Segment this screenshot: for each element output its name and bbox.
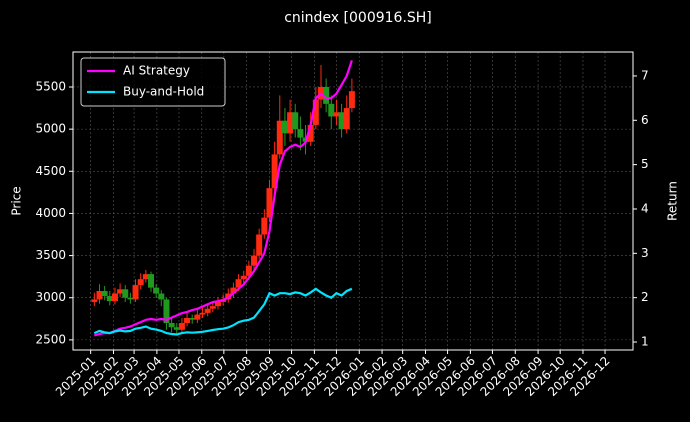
- y2-tick-label: 7: [641, 68, 649, 82]
- candle-body: [96, 290, 103, 300]
- candle-body: [338, 112, 345, 130]
- y2-axis-label: Return: [666, 181, 680, 221]
- y2-tick-label: 3: [641, 246, 649, 260]
- candle-body: [101, 290, 108, 297]
- candle-body: [148, 274, 155, 288]
- candle-body: [163, 299, 170, 324]
- y-tick-label: 3500: [35, 248, 66, 262]
- candle-body: [307, 124, 314, 142]
- candle-body: [214, 301, 221, 307]
- candle-body: [173, 327, 180, 330]
- candle-body: [127, 297, 134, 300]
- candle-body: [209, 306, 216, 309]
- candle-body: [266, 188, 273, 218]
- candle-body: [312, 99, 319, 125]
- y-tick-label: 4500: [35, 164, 66, 178]
- candle-body: [240, 275, 247, 280]
- candle-body: [168, 323, 175, 328]
- candle-body: [343, 108, 350, 130]
- candle-body: [292, 112, 299, 130]
- y-tick-label: 4000: [35, 206, 66, 220]
- y2-tick-label: 1: [641, 335, 649, 349]
- y-tick-label: 2500: [35, 332, 66, 346]
- plot-frame: [72, 51, 634, 351]
- candle-body: [132, 285, 139, 300]
- y2-tick-label: 6: [641, 113, 649, 127]
- candle-body: [271, 154, 278, 189]
- y2-tick-label: 2: [641, 290, 649, 304]
- candle-body: [261, 217, 268, 235]
- y-tick-label: 3000: [35, 290, 66, 304]
- y-axis-label: Price: [10, 186, 24, 215]
- candle-body: [245, 265, 252, 276]
- y2-tick-label: 5: [641, 157, 649, 171]
- legend-label: AI Strategy: [123, 64, 190, 78]
- candle-body: [153, 287, 160, 294]
- candle-body: [91, 299, 98, 302]
- candle-body: [189, 317, 196, 320]
- candle-body: [297, 129, 304, 138]
- candle-body: [142, 274, 149, 280]
- candle-body: [235, 279, 242, 288]
- candle-body: [333, 112, 340, 117]
- candle-body: [178, 323, 185, 330]
- candle-body: [158, 293, 165, 300]
- candle-body: [111, 293, 118, 302]
- candle-body: [184, 317, 191, 324]
- candle-body: [256, 234, 263, 256]
- candle-body: [276, 120, 283, 155]
- candle-body: [194, 314, 201, 320]
- candle-body: [230, 287, 237, 294]
- legend-box: [80, 57, 226, 107]
- candle-body: [122, 289, 129, 298]
- y2-tick-label: 4: [641, 201, 649, 215]
- candle-body: [251, 255, 258, 266]
- candle-body: [328, 103, 335, 117]
- candle-body: [106, 296, 113, 302]
- candle-body: [199, 312, 206, 315]
- line-series: [94, 60, 353, 337]
- legend-label: Buy-and-Hold: [123, 85, 204, 99]
- candle-body: [137, 279, 144, 286]
- candle-body: [323, 86, 330, 104]
- candle-body: [117, 289, 124, 294]
- candle-body: [287, 112, 294, 134]
- candle-body: [281, 120, 288, 134]
- chart-title: cnindex [000916.SH]: [284, 10, 432, 26]
- candle-body: [204, 308, 211, 313]
- candle-body: [348, 91, 355, 109]
- y-tick-label: 5000: [35, 122, 66, 136]
- y-tick-label: 5500: [35, 79, 66, 93]
- line-series: [93, 287, 353, 336]
